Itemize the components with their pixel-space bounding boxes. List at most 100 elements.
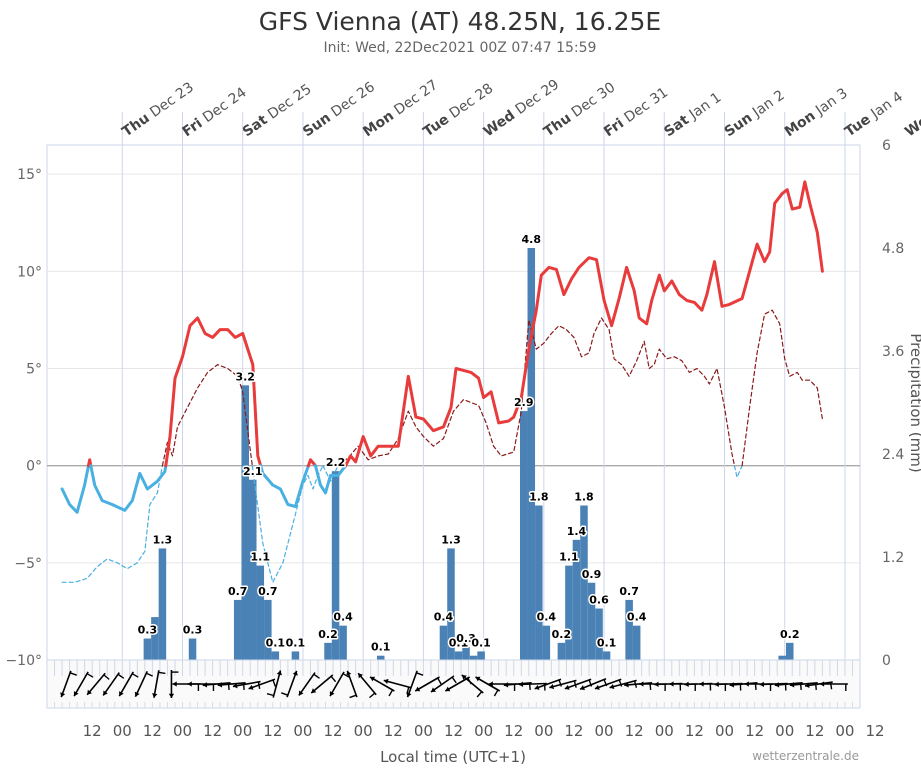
wind-arrowhead [744,681,749,687]
wind-arrowhead [311,688,317,693]
wind-arrowhead [580,685,585,691]
precip-bar [454,651,463,660]
precip-bar [271,651,280,660]
wind-arrowhead [152,693,158,698]
x-tick-label: 12 [745,722,764,740]
wind-arrowhead [406,692,412,698]
wind-arrow [461,674,484,694]
temperature-line-cold [314,464,348,495]
wind-arrow [594,678,622,690]
day-label: Wed Jan 5 [902,85,921,140]
wind-barb [103,674,110,680]
wind-arrow [714,682,743,686]
wind-arrow [564,678,592,690]
precip-bar-label: 0.1 [371,641,391,654]
precip-bar-label: 0.7 [228,585,248,598]
wind-arrowhead [119,691,124,697]
wind-arrowhead [534,684,540,690]
y-tick-right: 6 [882,138,891,154]
wind-arrow [475,676,501,692]
precip-bar-label: 1.1 [251,551,271,564]
precip-bar-label: 0.2 [780,628,800,641]
wind-strip [46,659,861,709]
wind-arrow [789,681,818,687]
precip-bar [462,647,470,660]
day-label-date: Dec 29 [509,77,562,121]
precip-bar-label: 0.2 [318,628,338,641]
wind-arrowhead [461,675,467,680]
day-label-date: Jan 1 [683,90,724,126]
day-label: Sat Jan 1 [661,90,724,141]
wind-arrowhead [298,690,304,696]
x-tick-label: 12 [625,722,644,740]
wind-arrowhead [217,682,223,688]
precip-bar [331,471,340,660]
wind-arrowhead [594,684,600,690]
precip-bar-label: 0.7 [258,585,278,598]
precip-bar-label: 0.1 [286,636,306,649]
day-label: Mon Jan 3 [782,85,851,140]
precip-bar-label: 1.8 [574,491,594,504]
precip-bar [233,599,242,660]
precip-bar-label: 0.3 [456,632,476,645]
x-axis-label: Local time (UTC+1) [380,748,526,766]
x-tick-label: 12 [564,722,583,740]
wind-arrowhead [445,686,451,692]
x-tick-label: 00 [474,722,493,740]
precip-bar [535,505,543,660]
x-tick-label: 12 [83,722,102,740]
wind-arrowhead [774,682,780,688]
wind-arrow [217,681,246,687]
precip-bar-label: 2.9 [514,396,534,409]
x-tick-label: 12 [685,722,704,740]
wind-barb [342,673,350,678]
wind-arrow [534,678,562,690]
dewpoint-line-cold [251,465,324,583]
wind-arrowhead [488,681,493,687]
wind-arrowhead [789,682,795,688]
wind-barb [388,689,394,697]
wind-arrow [414,676,440,692]
wind-arrowhead [639,681,644,687]
x-tick-label: 00 [414,722,433,740]
wind-arrow [286,670,298,698]
wind-arrowhead [60,692,66,698]
wind-arrow [232,680,261,688]
wind-arrow [346,670,358,698]
precip-bar-label: 0.3 [138,624,158,637]
wind-arrow [118,671,134,697]
day-label: Sun Jan 2 [722,87,788,140]
wind-arrow [503,681,532,687]
wind-arrowhead [168,693,175,698]
day-label-date: Jan 2 [746,87,787,123]
wind-arrow [60,670,72,698]
x-tick-label: 00 [595,722,614,740]
wind-arrow [202,681,231,687]
wind-arrowhead [87,689,92,695]
wind-arrowhead [549,683,555,690]
dewpoint-line-cold [322,465,339,482]
wind-barb [266,693,274,697]
wind-arrow [248,678,276,690]
precip-bar [291,651,300,660]
precip-bar-label: 2.1 [243,465,263,478]
precip-bar [447,548,455,660]
wind-arrow [153,670,160,698]
precip-bar [519,411,528,660]
temperature-line-cold [60,464,90,514]
precip-bar-label: 2.2 [326,456,346,469]
y-tick-left: 15° [17,167,42,183]
wind-barb [158,671,166,675]
wind-arrowhead [624,682,629,688]
wind-arrow [369,676,395,692]
wind-arrow [383,679,412,689]
wind-arrowhead [804,682,810,689]
day-label-date: Dec 26 [325,79,378,123]
dewpoint-line-warm [741,309,823,467]
day-label-dow: Wed [902,107,921,140]
precip-bar [158,548,167,660]
x-tick-label: 12 [324,722,343,740]
precip-bar-label: 1.1 [559,551,579,564]
precip-bar [542,625,551,660]
